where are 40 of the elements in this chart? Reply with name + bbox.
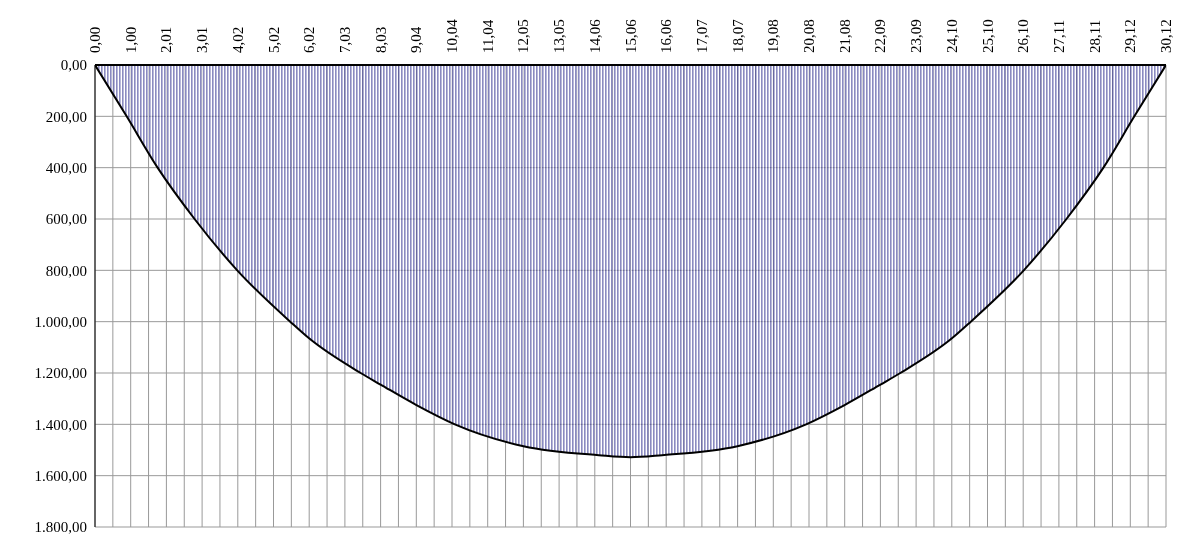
y-tick-label: 400,00 — [45, 159, 87, 176]
x-tick-label: 20,08 — [801, 19, 817, 53]
x-tick-label: 6,02 — [301, 26, 318, 53]
x-tick-label: 30,12 — [1158, 19, 1174, 53]
x-tick-label: 12,05 — [515, 19, 532, 53]
x-tick-label: 5,02 — [265, 26, 282, 53]
x-tick-label: 16,06 — [658, 18, 675, 53]
x-tick-label: 7,03 — [336, 26, 353, 53]
x-tick-label: 22,09 — [872, 19, 889, 53]
x-tick-label: 8,03 — [372, 26, 389, 53]
x-tick-label: 24,10 — [943, 19, 960, 53]
y-tick-label: 600,00 — [45, 211, 87, 228]
x-tick-label: 15,06 — [622, 18, 639, 53]
x-tick-label: 28,11 — [1086, 19, 1103, 53]
x-tick-label: 21,08 — [836, 19, 853, 53]
y-tick-label: 1.800,00 — [34, 519, 87, 536]
y-tick-label: 800,00 — [45, 262, 87, 279]
y-tick-label: 200,00 — [45, 108, 87, 125]
x-tick-label: 23,09 — [908, 19, 925, 53]
y-tick-label: 1.200,00 — [34, 365, 87, 382]
x-tick-label: 2,01 — [158, 26, 175, 53]
x-tick-label: 27,11 — [1050, 19, 1067, 53]
x-tick-label: 1,00 — [122, 26, 139, 53]
x-tick-label: 19,08 — [765, 19, 782, 53]
x-tick-label: 3,01 — [194, 26, 211, 53]
x-tick-label: 11,04 — [479, 19, 496, 53]
y-tick-label: 1.400,00 — [34, 416, 87, 433]
y-tick-label: 0,00 — [60, 57, 87, 74]
x-tick-label: 4,02 — [229, 26, 246, 53]
x-tick-label: 29,12 — [1122, 19, 1139, 53]
x-tick-label: 25,10 — [979, 19, 996, 53]
x-tick-label: 18,07 — [729, 18, 746, 53]
x-tick-label: 17,07 — [693, 18, 710, 53]
y-tick-label: 1.600,00 — [34, 467, 87, 484]
x-tick-label: 14,06 — [586, 18, 603, 53]
x-tick-label: 26,10 — [1015, 19, 1032, 53]
x-tick-label: 9,04 — [408, 26, 425, 53]
x-tick-label: 10,04 — [444, 18, 460, 53]
y-tick-label: 1.000,00 — [34, 313, 87, 330]
x-tick-label: 13,05 — [551, 19, 568, 53]
